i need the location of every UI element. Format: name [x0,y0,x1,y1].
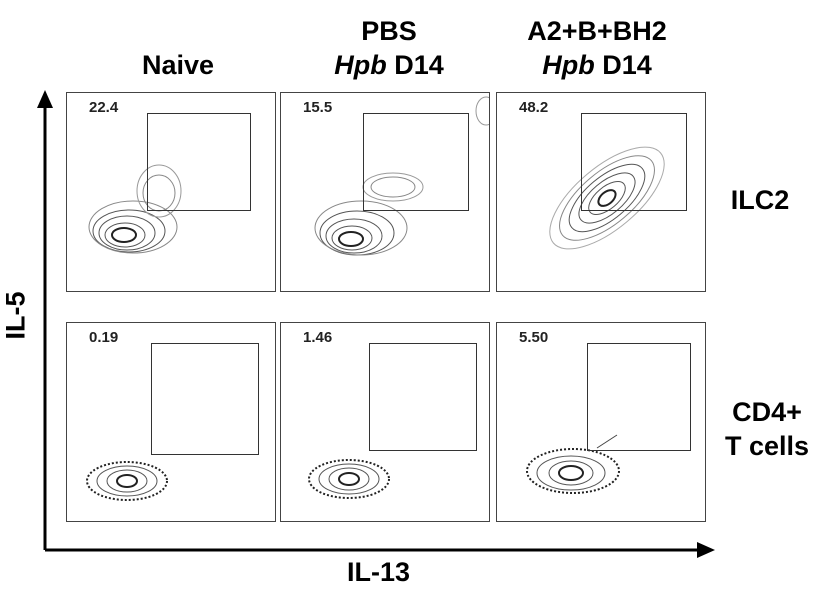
column-header-pbs-italic: Hpb [334,50,387,80]
gate-percentage: 48.2 [519,99,549,116]
column-header-pbs-line1: PBS [361,16,417,46]
plot-cd4-pbs: 1.46 [280,322,490,522]
plot-ilc2-naive: 22.4 [66,92,276,292]
plot-ilc2-treated: 48.2 [496,92,706,292]
y-axis-label: IL-5 [0,291,31,340]
column-header-pbs: PBS Hpb D14 [289,14,489,82]
column-header-pbs-line2: Hpb D14 [289,48,489,82]
plot-cd4-naive: 0.19 [66,322,276,522]
gate-percentage: 5.50 [519,329,549,346]
gate-box [151,343,259,455]
gate-box [581,113,687,211]
gate-percentage: 15.5 [303,99,333,116]
column-header-pbs-rest: D14 [386,50,444,80]
gate-percentage: 0.19 [89,329,119,346]
plot-cd4-treated: 5.50 [496,322,706,522]
gate-box [369,343,477,451]
row-label-cd4-line2: T cells [724,431,810,461]
x-axis-label: IL-13 [347,557,411,587]
contour-plot [86,461,168,501]
plot-ilc2-pbs: 15.5 [280,92,490,292]
column-header-treated: A2+B+BH2 Hpb D14 [497,14,697,82]
gate-percentage: 1.46 [303,329,333,346]
gate-percentage: 22.4 [89,99,119,116]
column-header-treated-rest: D14 [594,50,652,80]
contour-plot [308,459,390,499]
row-label-ilc2-text: ILC2 [730,185,790,215]
x-axis-arrowhead [697,542,715,558]
gate-box [147,113,251,211]
column-header-treated-line1: A2+B+BH2 [527,16,667,46]
gate-box [363,113,469,211]
column-header-treated-line2: Hpb D14 [497,48,697,82]
contour-plot [88,164,182,254]
row-label-cd4: CD4+ T cells [712,395,822,463]
contour-plot [526,434,620,494]
y-axis-arrowhead [37,90,53,108]
gate-box [587,343,691,451]
column-header-naive-label: Naive [141,50,215,80]
row-label-ilc2: ILC2 [705,183,815,217]
column-header-treated-italic: Hpb [542,50,595,80]
column-header-naive: Naive [78,48,278,82]
row-label-cd4-line1: CD4+ [732,397,802,427]
contour-plot [314,96,489,256]
